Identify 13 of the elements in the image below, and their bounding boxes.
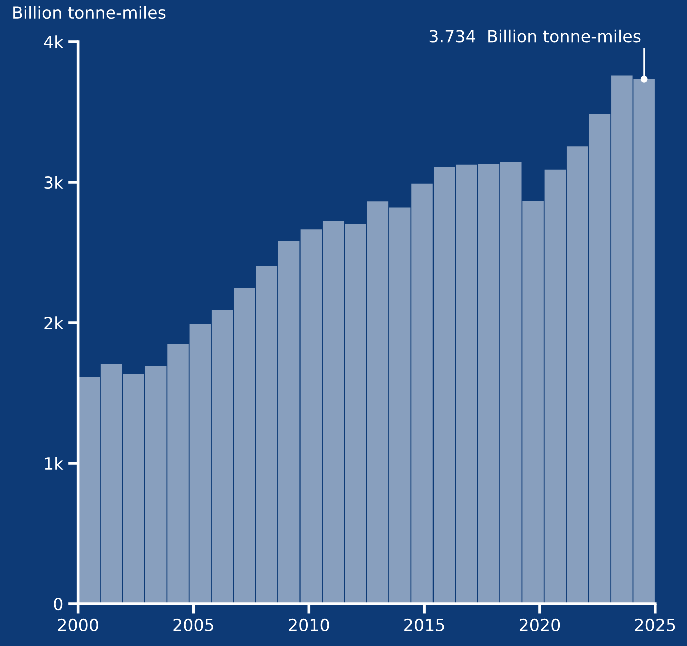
y-axis-title: Billion tonne-miles <box>14 6 166 20</box>
y-tick-label: 3k <box>44 176 64 190</box>
y-tick-label: 4k <box>44 36 64 48</box>
annotation: 3.734 Billion tonne-miles <box>430 30 641 43</box>
x-tick-label: 2025 <box>635 618 676 632</box>
y-tick-label: 2k <box>44 316 64 330</box>
x-tick-label: 2000 <box>58 618 98 632</box>
y-tick-label: 0 <box>54 598 63 611</box>
x-tick-label: 2020 <box>520 618 560 632</box>
x-tick-label: 2005 <box>174 618 214 632</box>
x-tick-label: 2010 <box>289 618 330 632</box>
y-tick-label: 1k <box>45 457 64 470</box>
x-tick-label: 2015 <box>404 618 444 632</box>
